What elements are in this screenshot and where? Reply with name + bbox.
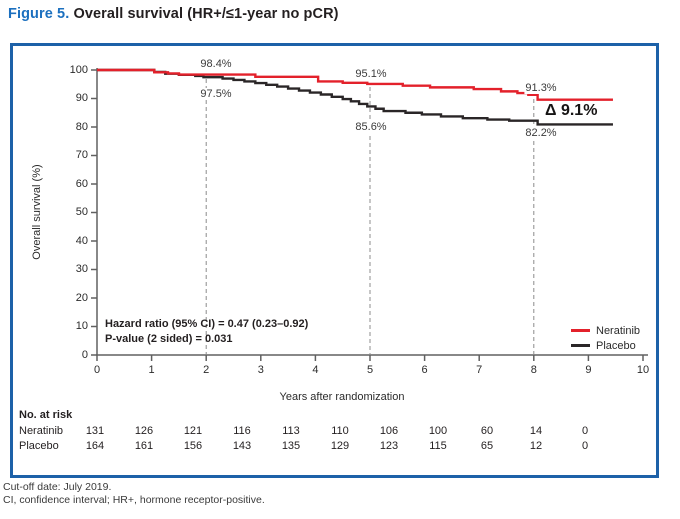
figure-box: [10, 43, 659, 478]
p-value-text: P-value (2 sided) = 0.031: [105, 333, 233, 345]
y-tick-40: 40: [75, 234, 88, 247]
risk-count: 14: [529, 425, 543, 437]
risk-count: 106: [379, 425, 399, 437]
y-tick-70: 70: [75, 149, 88, 161]
risk-count: 0: [581, 425, 589, 437]
x-tick-0: 0: [93, 364, 101, 376]
y-tick-50: 50: [75, 206, 88, 218]
risk-count: 115: [429, 440, 447, 452]
risk-table-header: No. at risk: [19, 409, 73, 421]
risk-row-label: Neratinib: [19, 425, 64, 437]
survival-rate-annotation: 98.4%: [199, 58, 233, 70]
risk-count: 113: [282, 425, 300, 437]
x-tick-2: 2: [203, 364, 210, 376]
legend-line-icon: [571, 344, 590, 347]
figure-caption: Overall survival (HR+/≤1-year no pCR): [69, 6, 339, 22]
delta-annotation: Δ 9.1%: [545, 102, 598, 119]
risk-row-neratinib: Neratinib 131 126 121 116 113 110 106 100 60 14 0: [0, 425, 680, 439]
survival-rate-annotation: 82.2%: [524, 127, 558, 139]
y-tick-60: 60: [75, 177, 88, 190]
risk-count: 156: [183, 440, 203, 452]
risk-count: 123: [379, 440, 399, 452]
y-tick-30: 30: [75, 263, 88, 275]
x-tick-9: 9: [585, 364, 592, 376]
risk-count: 12: [529, 440, 543, 452]
chart-legend: Neratinib Placebo: [571, 323, 640, 353]
x-tick-10: 10: [636, 364, 650, 376]
curve-neratinib: [97, 68, 613, 101]
x-tick-3: 3: [257, 364, 264, 376]
legend-label: Placebo: [596, 339, 636, 352]
risk-count: 131: [85, 425, 105, 437]
risk-count: 129: [330, 440, 350, 452]
risk-count: 126: [134, 425, 154, 437]
x-tick-5: 5: [366, 364, 374, 376]
risk-count: 100: [428, 425, 448, 437]
x-tick-6: 6: [421, 364, 428, 376]
risk-count: 60: [480, 425, 494, 437]
risk-count: 65: [480, 440, 494, 452]
risk-count: 0: [581, 440, 589, 452]
risk-count: 110: [331, 425, 349, 437]
figure-number: Figure 5.: [8, 6, 70, 22]
x-tick-8: 8: [530, 364, 537, 376]
risk-row-placebo: Placebo 164 161 156 143 135 129 123 115 65 12 0: [0, 440, 680, 454]
stats-block: Hazard ratio (95% CI) = 0.47 (0.23–0.92)…: [105, 317, 308, 347]
risk-count: 116: [233, 425, 251, 437]
cutoff-note: Cut-off date: July 2019.: [3, 481, 112, 493]
risk-count: 161: [134, 440, 154, 452]
y-tick-90: 90: [75, 92, 88, 104]
x-tick-4: 4: [312, 364, 319, 376]
y-tick-10: 10: [75, 320, 88, 332]
y-tick-80: 80: [75, 120, 88, 133]
y-axis-label: Overall survival (%): [31, 164, 43, 260]
x-axis-label: Years after randomization: [279, 391, 405, 403]
survival-rate-annotation: 97.5%: [199, 88, 233, 100]
risk-count: 164: [85, 440, 105, 452]
risk-count: 143: [232, 440, 252, 452]
y-tick-0: 0: [81, 348, 88, 361]
risk-count: 135: [281, 440, 301, 452]
legend-item-placebo: Placebo: [571, 338, 640, 353]
legend-line-icon: [571, 329, 590, 332]
legend-item-neratinib: Neratinib: [571, 323, 640, 338]
risk-count: 121: [183, 425, 203, 437]
risk-row-label: Placebo: [19, 440, 59, 452]
figure-title: Figure 5. Overall survival (HR+/≤1-year …: [8, 6, 339, 22]
x-tick-1: 1: [148, 364, 155, 376]
footnotes: Cut-off date: July 2019. CI, confidence …: [3, 481, 265, 507]
y-tick-20: 20: [75, 291, 88, 304]
survival-rate-annotation: 85.6%: [354, 121, 388, 133]
legend-label: Neratinib: [596, 324, 641, 337]
x-tick-7: 7: [476, 364, 483, 376]
y-tick-100: 100: [69, 63, 88, 76]
survival-rate-annotation: 91.3%: [524, 82, 558, 94]
abbreviations-note: CI, confidence interval; HR+, hormone re…: [3, 494, 265, 506]
curve-placebo: [97, 68, 613, 126]
hazard-ratio-text: Hazard ratio (95% CI) = 0.47 (0.23–0.92): [105, 318, 309, 330]
survival-rate-annotation: 95.1%: [354, 68, 388, 80]
